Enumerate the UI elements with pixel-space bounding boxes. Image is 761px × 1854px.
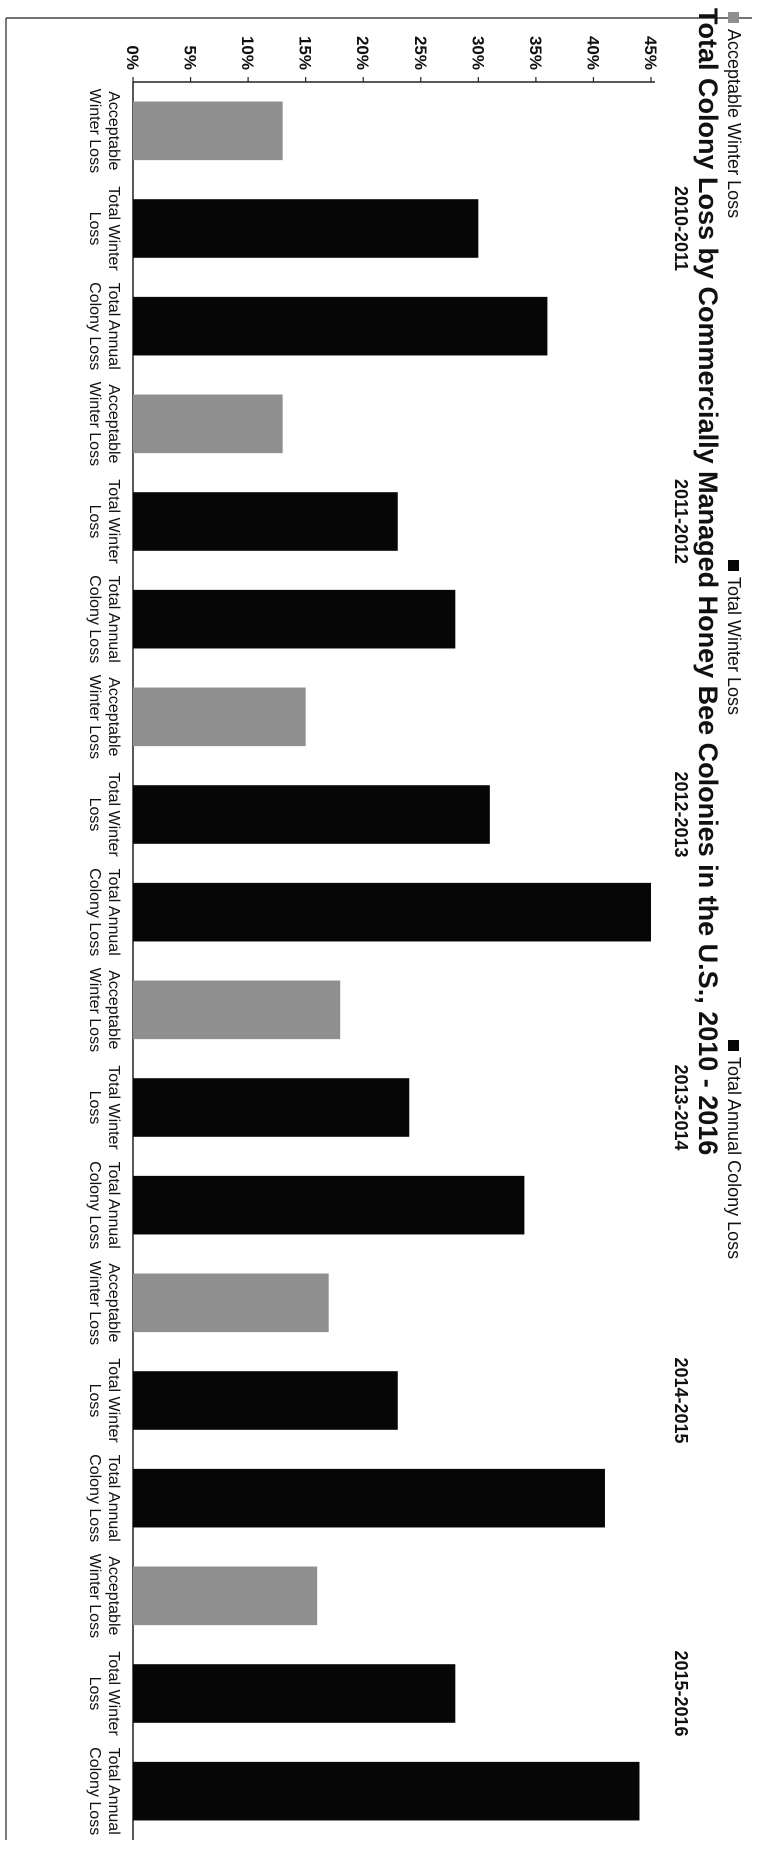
y-tick-label: 5% [181,45,200,70]
bar-acceptable-winter-loss [133,1274,329,1333]
category-label: AcceptableWinter Loss [86,968,122,1052]
bar-acceptable-winter-loss [133,102,283,161]
bar-acceptable-winter-loss [133,395,283,454]
category-label: AcceptableWinter Loss [86,1554,122,1638]
category-label: AcceptableWinter Loss [86,675,122,759]
bar-acceptable-winter-loss [133,688,306,747]
bar-total-annual-colony-loss [133,297,547,356]
category-labels: AcceptableWinter Loss Total WinterLoss Tot… [86,89,122,1836]
category-label: Total WinterLoss [86,479,122,564]
bar-total-winter-loss [133,1078,409,1137]
category-label: Total AnnualColony Loss [86,1161,122,1249]
category-label: Total AnnualColony Loss [86,1747,122,1835]
bar-total-annual-colony-loss [133,1176,524,1235]
period-label: 2011-2012 [671,479,691,564]
legend-swatch [728,560,739,571]
rotated-chart: 0% 5% 10% 15% 20% 25% 30% 35% 40% 45% AcceptableW… [86,8,744,1840]
legend-label: Total Annual Colony Loss [724,1057,744,1259]
category-label: Total AnnualColony Loss [86,868,122,956]
y-tick-label: 30% [468,36,487,70]
y-tick-label: 15% [296,36,315,70]
period-label: 2014-2015 [671,1357,691,1443]
y-tick-label: 10% [238,36,257,70]
legend-swatch [728,1040,739,1051]
bar-total-winter-loss [133,1371,398,1430]
legend-label: Acceptable Winter Loss [724,29,744,218]
legend-swatch [728,12,739,23]
category-label: Total WinterLoss [86,772,122,857]
y-axis-ticks: 0% 5% 10% 15% 20% 25% 30% 35% 40% 45% [123,36,660,82]
category-label: Total WinterLoss [86,1065,122,1150]
bar-total-annual-colony-loss [133,883,651,942]
category-label: AcceptableWinter Loss [86,382,122,466]
y-tick-label: 25% [411,36,430,70]
period-labels: 2010-2011 2011-2012 2012-2013 2013-2014 2014… [671,186,691,1737]
bar-total-winter-loss [133,492,398,551]
bar-total-annual-colony-loss [133,1762,639,1821]
category-label: AcceptableWinter Loss [86,1261,122,1345]
bar-total-annual-colony-loss [133,1469,605,1528]
category-label: Total AnnualColony Loss [86,575,122,663]
bar-total-annual-colony-loss [133,590,455,649]
period-label: 2012-2013 [671,771,691,857]
period-label: 2010-2011 [671,186,691,271]
y-tick-label: 20% [353,36,372,70]
bar-total-winter-loss [133,1664,455,1723]
period-label: 2013-2014 [671,1064,691,1150]
y-tick-label: 40% [583,36,602,70]
category-label: Total AnnualColony Loss [86,1454,122,1542]
legend: Acceptable Winter Loss Total Winter Loss T… [724,12,744,1259]
category-label: Total WinterLoss [86,1358,122,1443]
category-label: Total WinterLoss [86,1651,122,1736]
bar-acceptable-winter-loss [133,1567,317,1626]
category-label: Total AnnualColony Loss [86,282,122,370]
y-tick-label: 0% [123,45,142,70]
bar-acceptable-winter-loss [133,981,340,1040]
y-tick-label: 35% [526,36,545,70]
category-label: AcceptableWinter Loss [86,89,122,173]
category-label: Total WinterLoss [86,186,122,271]
period-label: 2015-2016 [671,1650,691,1736]
bar-total-winter-loss [133,199,478,258]
bar-total-winter-loss [133,785,490,844]
legend-label: Total Winter Loss [724,577,744,715]
chart-title: Total Colony Loss by Commercially Manage… [693,8,723,1155]
y-tick-label: 45% [641,36,660,70]
bars [133,102,651,1821]
